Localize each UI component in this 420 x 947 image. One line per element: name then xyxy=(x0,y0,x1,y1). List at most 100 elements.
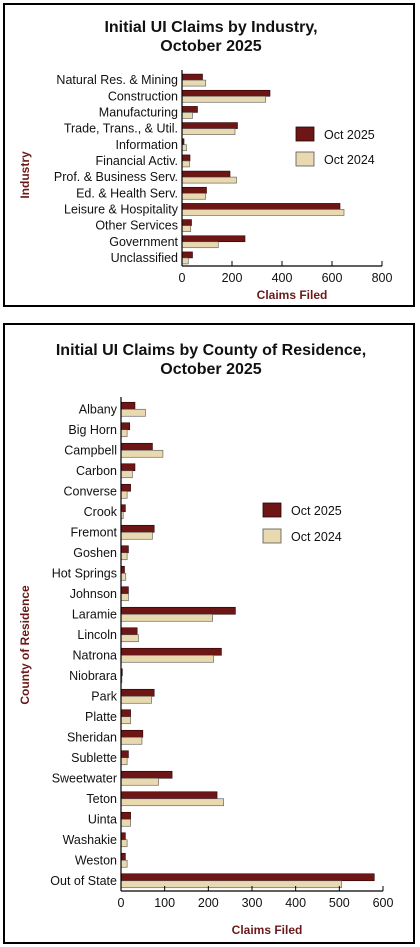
bar-oct-2024 xyxy=(120,716,131,725)
legend-label: Oct 2025 xyxy=(291,504,342,518)
county-chart: Initial UI Claims by County of Residence… xyxy=(18,342,394,937)
bar-oct-2024 xyxy=(120,859,128,868)
x-tick-label: 200 xyxy=(222,271,243,285)
x-tick-label: 600 xyxy=(373,896,394,910)
category-label: Washakie xyxy=(63,833,117,847)
bar-oct-2024 xyxy=(181,95,267,103)
bar-oct-2025 xyxy=(120,606,236,615)
category-label: Information xyxy=(115,138,178,152)
x-tick-label: 300 xyxy=(242,896,263,910)
x-tick-label: 500 xyxy=(329,896,350,910)
bar-oct-2024 xyxy=(120,408,146,417)
category-label: Out of State xyxy=(50,874,117,888)
category-label: Leisure & Hospitality xyxy=(64,202,179,216)
bar-oct-2025 xyxy=(120,873,375,882)
category-label: Laramie xyxy=(72,607,117,621)
bar-oct-2024 xyxy=(181,225,192,232)
bar-oct-2025 xyxy=(120,770,173,779)
bar-oct-2025 xyxy=(120,791,218,800)
bar-oct-2024 xyxy=(120,798,224,807)
bar-oct-2024 xyxy=(181,209,345,216)
legend-swatch xyxy=(262,528,282,544)
bar-oct-2024 xyxy=(181,144,187,152)
bar-oct-2025 xyxy=(181,219,192,226)
category-label: Sheridan xyxy=(67,730,117,744)
category-label: Prof. & Business Serv. xyxy=(54,170,178,184)
category-label: Trade, Trans., & Util. xyxy=(64,122,178,136)
bar-oct-2024 xyxy=(120,490,128,499)
x-axis-label: Claims Filed xyxy=(232,923,303,937)
category-label: Niobrara xyxy=(69,669,117,683)
bar-oct-2025 xyxy=(181,251,193,259)
bar-oct-2024 xyxy=(181,241,219,249)
category-label: Natural Res. & Mining xyxy=(56,73,178,87)
legend-label: Oct 2024 xyxy=(291,530,342,544)
x-tick-label: 600 xyxy=(322,271,343,285)
x-tick-label: 400 xyxy=(285,896,306,910)
legend-label: Oct 2024 xyxy=(324,153,375,167)
bar-oct-2025 xyxy=(181,170,231,178)
bar-oct-2025 xyxy=(181,235,246,243)
bar-oct-2025 xyxy=(120,504,126,513)
category-label: Big Horn xyxy=(68,423,117,437)
x-tick-label: 0 xyxy=(118,896,125,910)
category-label: Crook xyxy=(84,505,118,519)
category-label: Other Services xyxy=(95,219,178,233)
bar-oct-2024 xyxy=(120,572,127,581)
bar-oct-2025 xyxy=(181,203,341,210)
bar-oct-2024 xyxy=(120,777,159,786)
x-tick-label: 0 xyxy=(179,271,186,285)
bar-oct-2025 xyxy=(120,463,136,472)
bar-oct-2025 xyxy=(120,627,138,636)
category-label: Manufacturing xyxy=(99,105,178,119)
y-axis-label: Industry xyxy=(18,151,32,199)
bar-oct-2024 xyxy=(120,470,133,479)
bar-oct-2024 xyxy=(120,757,128,766)
bar-oct-2024 xyxy=(120,695,152,704)
bar-oct-2025 xyxy=(181,106,198,113)
bar-oct-2025 xyxy=(120,832,126,841)
chart-title-line: October 2025 xyxy=(160,38,261,55)
bar-oct-2025 xyxy=(181,89,271,97)
legend-label: Oct 2025 xyxy=(324,128,375,142)
bar-oct-2024 xyxy=(120,654,214,663)
category-label: Ed. & Health Serv. xyxy=(76,186,178,200)
category-label: Weston xyxy=(75,853,117,867)
bar-oct-2025 xyxy=(181,186,207,194)
bar-oct-2024 xyxy=(181,160,190,168)
bar-oct-2024 xyxy=(181,112,193,119)
bar-oct-2024 xyxy=(120,593,129,602)
bar-oct-2024 xyxy=(181,257,189,265)
x-axis-label: Claims Filed xyxy=(257,288,328,302)
bar-oct-2025 xyxy=(120,545,129,554)
category-label: Sweetwater xyxy=(52,771,117,785)
category-label: Hot Springs xyxy=(52,566,117,580)
industry-chart-panel: Initial UI Claims by Industry, October 20… xyxy=(3,3,415,307)
category-label: Fremont xyxy=(70,525,117,539)
bar-oct-2025 xyxy=(181,122,238,129)
category-label: Albany xyxy=(79,402,118,416)
bar-oct-2025 xyxy=(120,647,222,656)
bar-oct-2025 xyxy=(120,750,129,759)
x-tick-label: 400 xyxy=(272,271,293,285)
category-label: Platte xyxy=(85,710,117,724)
category-label: Campbell xyxy=(64,443,117,457)
bar-oct-2025 xyxy=(120,524,155,533)
bar-oct-2025 xyxy=(120,688,155,697)
bar-oct-2025 xyxy=(120,811,131,820)
legend-swatch xyxy=(295,126,315,142)
category-label: Construction xyxy=(108,89,178,103)
bar-oct-2025 xyxy=(120,852,126,861)
category-label: Carbon xyxy=(76,464,117,478)
bar-oct-2024 xyxy=(120,552,128,561)
bar-oct-2025 xyxy=(181,154,191,162)
x-tick-label: 100 xyxy=(154,896,175,910)
bar-oct-2024 xyxy=(181,176,237,184)
bar-oct-2024 xyxy=(181,128,236,135)
bar-oct-2025 xyxy=(120,442,153,451)
bar-oct-2024 xyxy=(120,531,153,540)
bar-oct-2025 xyxy=(120,729,144,738)
bar-oct-2025 xyxy=(120,586,129,595)
legend-swatch xyxy=(262,502,282,518)
category-label: Lincoln xyxy=(77,628,117,642)
